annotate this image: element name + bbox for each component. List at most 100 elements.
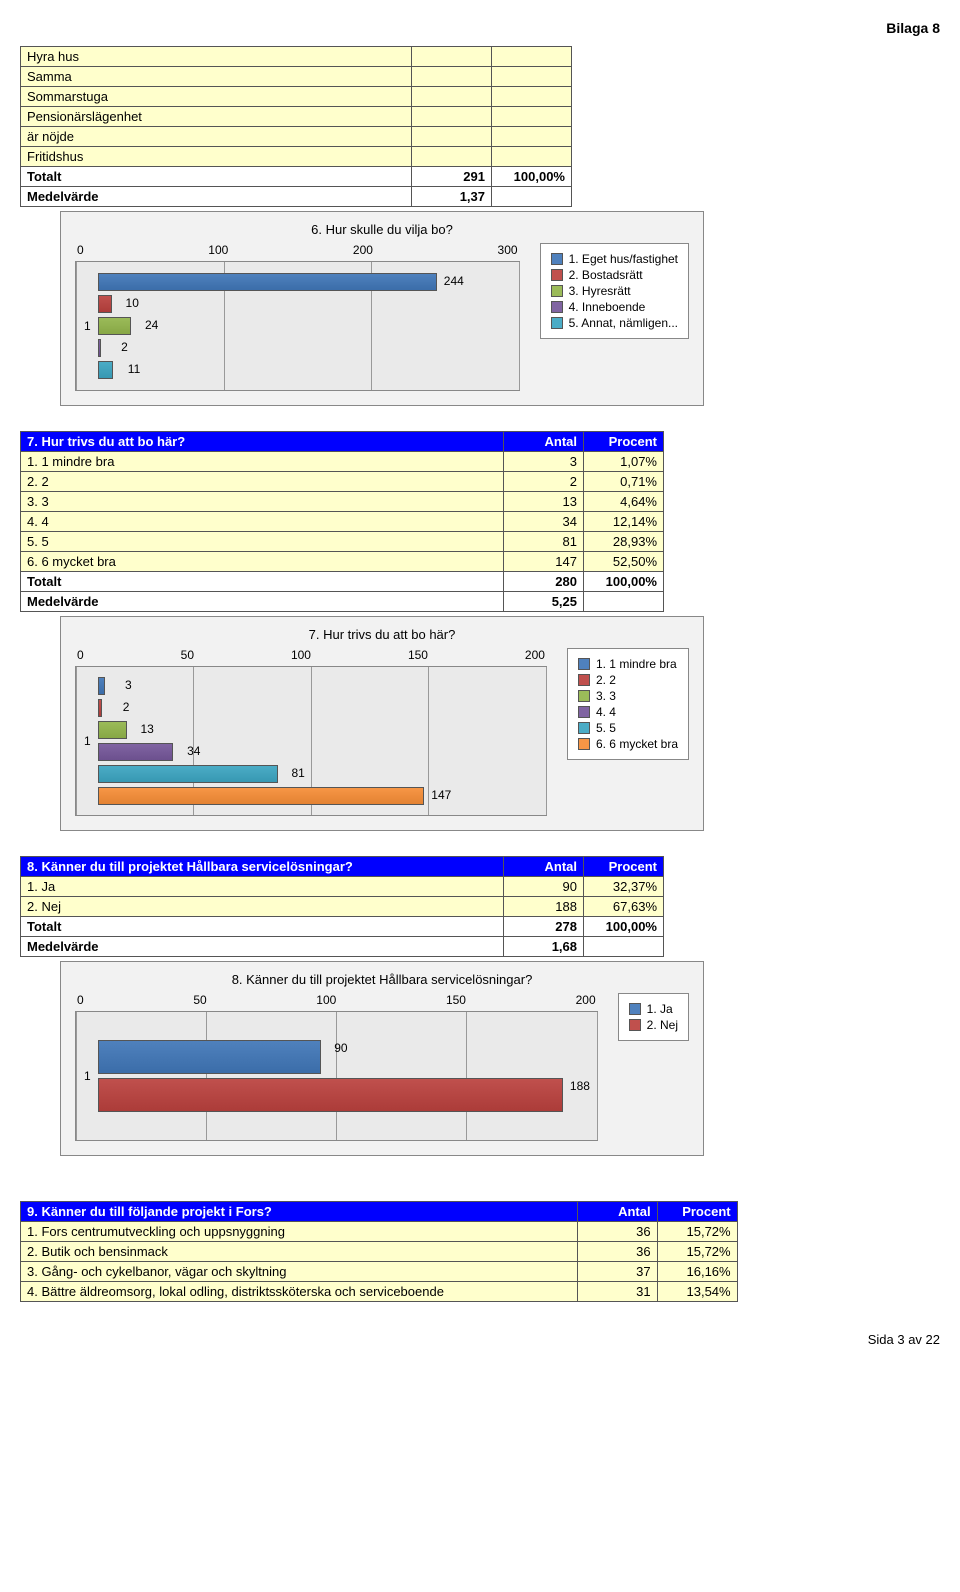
chart8: 8. Känner du till projektet Hållbara ser… — [60, 961, 704, 1156]
chart-bar: 147 — [98, 787, 424, 805]
chart-bar-label: 188 — [570, 1079, 590, 1093]
table-row-label: 1. Ja — [21, 877, 504, 897]
table-row-label: 2. 2 — [21, 472, 504, 492]
intro-row: Sommarstuga — [21, 87, 412, 107]
chart-bar-label: 244 — [444, 274, 464, 288]
legend-swatch — [551, 285, 563, 297]
intro-mean-value: 1,37 — [412, 187, 492, 207]
legend-text: 1. 1 mindre bra — [596, 657, 677, 671]
legend-item: 4. Inneboende — [551, 300, 678, 314]
chart-bar: 244 — [98, 273, 437, 291]
table-row-label: 4. Bättre äldreomsorg, lokal odling, dis… — [21, 1282, 578, 1302]
table-row-procent: 16,16% — [657, 1262, 737, 1282]
intro-row: Fritidshus — [21, 147, 412, 167]
intro-total-procent: 100,00% — [492, 167, 572, 187]
axis-tick: 50 — [193, 993, 206, 1007]
intro-total-label: Totalt — [21, 167, 412, 187]
legend-swatch — [578, 706, 590, 718]
chart-bar-label: 147 — [431, 788, 451, 802]
chart-bar-label: 81 — [291, 766, 304, 780]
table-row-label: 3. Gång- och cykelbanor, vägar och skylt… — [21, 1262, 578, 1282]
legend-text: 2. Nej — [647, 1018, 678, 1032]
legend-text: 4. Inneboende — [569, 300, 646, 314]
chart7-ylabel: 1 — [84, 734, 91, 748]
table-row-procent: 1,07% — [584, 452, 664, 472]
q7-table: 7. Hur trivs du att bo här? Antal Procen… — [20, 431, 664, 612]
table-row-antal: 90 — [504, 877, 584, 897]
legend-text: 3. 3 — [596, 689, 616, 703]
q9-header-antal: Antal — [577, 1202, 657, 1222]
table-row-procent: 13,54% — [657, 1282, 737, 1302]
chart-bar: 11 — [98, 361, 113, 379]
table-row-procent: 52,50% — [584, 552, 664, 572]
chart6-ylabel: 1 — [84, 319, 91, 333]
legend-swatch — [551, 253, 563, 265]
axis-tick: 50 — [181, 648, 194, 662]
table-row-antal: 36 — [577, 1242, 657, 1262]
table-mean-label: Medelvärde — [21, 937, 504, 957]
chart-bar: 13 — [98, 721, 127, 739]
chart-bar: 24 — [98, 317, 131, 335]
axis-tick: 100 — [208, 243, 228, 257]
page-footer: Sida 3 av 22 — [20, 1332, 940, 1347]
axis-tick: 300 — [498, 243, 518, 257]
axis-tick: 100 — [316, 993, 336, 1007]
q9-header-procent: Procent — [657, 1202, 737, 1222]
legend-text: 6. 6 mycket bra — [596, 737, 678, 751]
legend-item: 2. 2 — [578, 673, 678, 687]
table-row-procent: 15,72% — [657, 1222, 737, 1242]
q8-table: 8. Känner du till projektet Hållbara ser… — [20, 856, 664, 957]
table-total-procent: 100,00% — [584, 572, 664, 592]
table-row-antal: 81 — [504, 532, 584, 552]
table-total-antal: 280 — [504, 572, 584, 592]
table-row-procent: 32,37% — [584, 877, 664, 897]
axis-tick: 100 — [291, 648, 311, 662]
legend-swatch — [578, 674, 590, 686]
table-row-label: 3. 3 — [21, 492, 504, 512]
legend-item: 2. Bostadsrätt — [551, 268, 678, 282]
chart-bar-label: 24 — [145, 318, 158, 332]
chart6-legend: 1. Eget hus/fastighet2. Bostadsrätt3. Hy… — [540, 243, 689, 339]
legend-swatch — [578, 722, 590, 734]
table-row-antal: 34 — [504, 512, 584, 532]
table-row-label: 2. Nej — [21, 897, 504, 917]
chart-bar: 10 — [98, 295, 112, 313]
chart-bar-label: 13 — [140, 722, 153, 736]
table-row-label: 1. 1 mindre bra — [21, 452, 504, 472]
legend-item: 1. Eget hus/fastighet — [551, 252, 678, 266]
legend-item: 1. 1 mindre bra — [578, 657, 678, 671]
axis-tick: 200 — [353, 243, 373, 257]
legend-item: 4. 4 — [578, 705, 678, 719]
legend-item: 3. 3 — [578, 689, 678, 703]
chart6-axis: 0100200300 — [75, 243, 520, 261]
legend-item: 5. 5 — [578, 721, 678, 735]
q8-header-antal: Antal — [504, 857, 584, 877]
chart-bar: 3 — [98, 677, 105, 695]
table-total-procent: 100,00% — [584, 917, 664, 937]
intro-row: är nöjde — [21, 127, 412, 147]
legend-swatch — [629, 1019, 641, 1031]
table-total-antal: 278 — [504, 917, 584, 937]
table-row-antal: 3 — [504, 452, 584, 472]
table-total-label: Totalt — [21, 572, 504, 592]
legend-text: 1. Ja — [647, 1002, 673, 1016]
legend-swatch — [629, 1003, 641, 1015]
axis-tick: 200 — [525, 648, 545, 662]
legend-swatch — [551, 317, 563, 329]
q7-header-procent: Procent — [584, 432, 664, 452]
chart8-legend: 1. Ja 2. Nej — [618, 993, 689, 1041]
axis-tick: 150 — [408, 648, 428, 662]
chart-bar-label: 10 — [126, 296, 139, 310]
chart-bar: 81 — [98, 765, 278, 783]
chart-bar-label: 2 — [123, 700, 130, 714]
chart-bar-label: 11 — [128, 362, 140, 376]
chart-bar-label: 3 — [125, 678, 132, 692]
table-row-label: 4. 4 — [21, 512, 504, 532]
table-mean-value: 5,25 — [504, 592, 584, 612]
legend-text: 5. 5 — [596, 721, 616, 735]
chart-bar: 2 — [98, 339, 101, 357]
q9-table: 9. Känner du till följande projekt i For… — [20, 1201, 738, 1302]
chart-bar: 2 — [98, 699, 102, 717]
chart-bar-label: 34 — [187, 744, 200, 758]
chart7: 7. Hur trivs du att bo här? 050100150200… — [60, 616, 704, 831]
